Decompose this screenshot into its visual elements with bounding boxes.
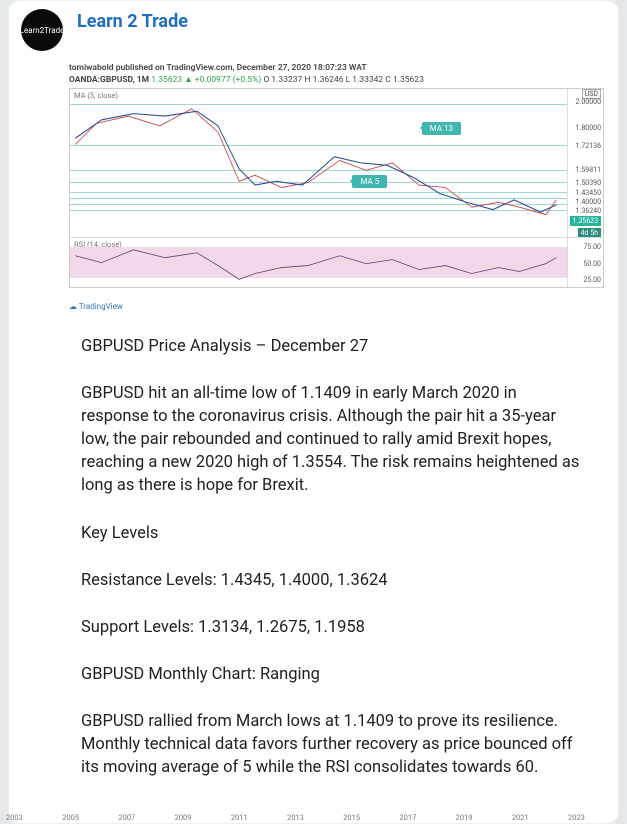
x-tick: 2003: [6, 813, 23, 822]
chart-byline: tomiwabold published on TradingView.com,…: [69, 63, 604, 73]
avatar[interactable]: Learn2Trade: [21, 9, 63, 51]
para: Resistance Levels: 1.4345, 1.4000, 1.362…: [81, 569, 588, 592]
x-tick: 2009: [175, 813, 192, 822]
para: GBPUSD hit an all-time low of 1.1409 in …: [81, 382, 588, 497]
x-tick: 2023: [568, 813, 585, 822]
ylab: 2.00000: [576, 98, 601, 106]
x-axis: 2003 2005 2007 2009 2011 2013 2015 2017 2019 2021…: [0, 813, 591, 822]
chart-ohlc: OANDA:GBPUSD, 1M 1.35623 ▲ +0.00977 (+0.…: [69, 74, 604, 85]
site-name-link[interactable]: Learn 2 Trade: [77, 11, 188, 32]
ylab: 1.40000: [576, 198, 601, 206]
callout-ma13: MA 13: [422, 122, 461, 135]
rsi-ylab: 25.00: [583, 276, 601, 284]
rsi-ylab: 50.00: [583, 260, 601, 268]
callout-ma5: MA 5: [352, 175, 387, 188]
post-card: Learn2Trade Learn 2 Trade tomiwabold pub…: [8, 0, 619, 824]
rsi-panel: RSI (14, close) 75.00 50.00 25.00: [70, 238, 603, 287]
chart-change: 1.35623 ▲ +0.00977 (+0.5%): [151, 75, 261, 85]
ylab: 1.50390: [576, 179, 601, 187]
x-tick: 2021: [512, 813, 529, 822]
x-tick: 2005: [62, 813, 79, 822]
ylab: 1.59811: [576, 166, 601, 174]
x-tick: 2017: [399, 813, 416, 822]
para: GBPUSD Monthly Chart: Ranging: [81, 663, 588, 686]
x-tick: 2019: [456, 813, 473, 822]
ylab: 1.72136: [576, 142, 601, 150]
para: Support Levels: 1.3134, 1.2675, 1.1958: [81, 616, 588, 639]
x-tick: 2015: [343, 813, 360, 822]
article-body: GBPUSD Price Analysis – December 27 GBPU…: [81, 335, 588, 779]
chart-embed: tomiwabold published on TradingView.com,…: [69, 63, 604, 311]
price-y-axis: USD 2.00000 1.80000 1.72136 1.59811 1.50…: [567, 89, 603, 237]
avatar-text: Learn2Trade: [20, 26, 65, 35]
para-title: GBPUSD Price Analysis – December 27: [81, 335, 588, 358]
cloud-icon: ☁: [69, 302, 77, 311]
rsi-ylab: 75.00: [583, 243, 601, 251]
chart-ohlc-rest: O 1.33237 H 1.36246 L 1.33342 C 1.35623: [263, 75, 423, 85]
rsi-y-axis: 75.00 50.00 25.00: [567, 238, 603, 287]
x-tick: 2011: [231, 813, 248, 822]
chart-symbol: OANDA:GBPUSD, 1M: [69, 75, 149, 85]
para: GBPUSD rallied from March lows at 1.1409…: [81, 710, 588, 779]
ylab: 1.43450: [576, 189, 601, 197]
ylab: 1.80000: [576, 124, 601, 132]
tv-text: TradingView: [79, 302, 123, 311]
para: Key Levels: [81, 522, 588, 545]
countdown-badge: 4d 5h: [578, 228, 601, 238]
chart-box[interactable]: MA (5, close) MA 13 MA 5 USD 2.00000 1.8…: [69, 88, 604, 288]
price-svg: [70, 89, 567, 237]
last-price-badge: 1.35623: [570, 216, 601, 226]
x-tick: 2013: [287, 813, 304, 822]
rsi-svg: [70, 238, 567, 287]
post-header: Learn2Trade Learn 2 Trade: [9, 1, 618, 55]
ylab: 1.36240: [576, 207, 601, 215]
x-tick: 2007: [118, 813, 135, 822]
tradingview-mark[interactable]: ☁ TradingView: [69, 302, 604, 311]
price-panel: MA (5, close) MA 13 MA 5 USD 2.00000 1.8…: [70, 89, 603, 238]
